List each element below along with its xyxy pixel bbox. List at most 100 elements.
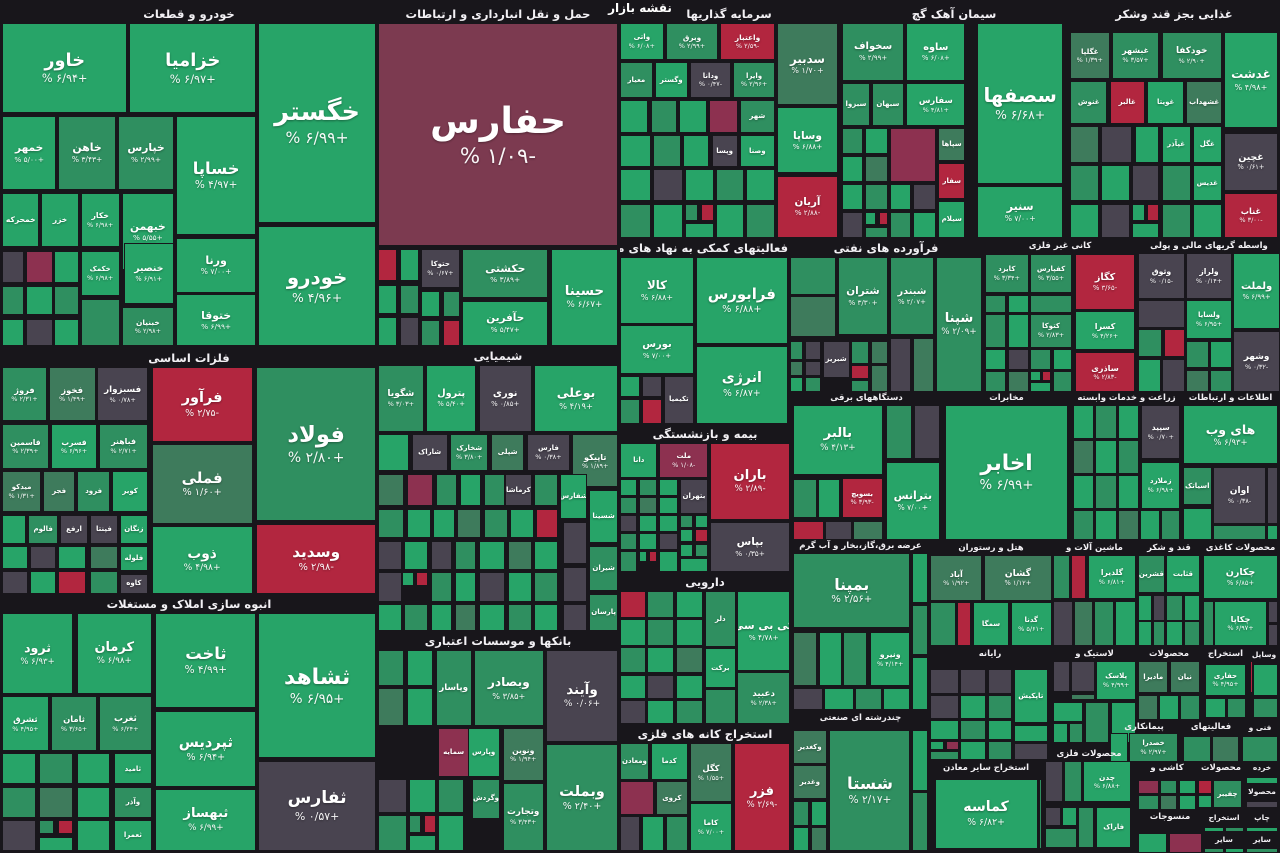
stock-tile-unlabeled[interactable] xyxy=(1159,694,1179,720)
stock-tile-غنوش[interactable]: غنوش xyxy=(1070,81,1108,125)
stock-tile-بسویچ[interactable]: بسویچ -۳/۹۳ % xyxy=(841,477,883,519)
stock-tile-unlabeled[interactable] xyxy=(478,540,506,570)
stock-tile-unlabeled[interactable] xyxy=(685,169,714,202)
stock-tile-unlabeled[interactable] xyxy=(58,546,87,570)
stock-tile-خودرو[interactable]: خودرو +۴/۹۶ % xyxy=(258,226,376,346)
stock-tile-unlabeled[interactable] xyxy=(442,291,460,317)
stock-tile-unlabeled[interactable] xyxy=(406,688,434,727)
stock-tile-unlabeled[interactable] xyxy=(54,250,79,283)
stock-tile-unlabeled[interactable] xyxy=(1138,780,1159,795)
stock-tile-unlabeled[interactable] xyxy=(1045,807,1061,827)
stock-tile-unlabeled[interactable] xyxy=(659,515,678,532)
stock-tile-unlabeled[interactable] xyxy=(620,646,646,674)
stock-tile-شهر[interactable]: شهر xyxy=(739,100,775,133)
stock-tile-unlabeled[interactable] xyxy=(1132,164,1160,202)
stock-tile-unlabeled[interactable] xyxy=(700,203,714,221)
stock-tile-شگویا[interactable]: شگویا +۳/۰۳ % xyxy=(378,365,424,432)
stock-tile-unlabeled[interactable] xyxy=(1140,510,1160,540)
stock-tile-unlabeled[interactable] xyxy=(638,479,658,496)
stock-tile-میدکو[interactable]: میدکو +۱/۳۱ % xyxy=(2,471,42,513)
stock-tile-unlabeled[interactable] xyxy=(26,250,53,283)
stock-tile-کسرا[interactable]: کسرا +۴/۲۶ % xyxy=(1075,311,1135,351)
stock-tile-unlabeled[interactable] xyxy=(1183,507,1212,540)
stock-tile-unlabeled[interactable] xyxy=(409,814,422,833)
stock-tile-unlabeled[interactable] xyxy=(1038,778,1042,850)
stock-tile-unlabeled[interactable] xyxy=(1007,371,1029,392)
stock-tile-unlabeled[interactable] xyxy=(676,646,704,674)
stock-tile-unlabeled[interactable] xyxy=(1165,621,1184,646)
stock-tile-های وب[interactable]: های وب +۶/۹۳ % xyxy=(1183,405,1278,465)
stock-tile-unlabeled[interactable] xyxy=(430,572,453,602)
stock-tile-unlabeled[interactable] xyxy=(378,249,398,282)
stock-tile-unlabeled[interactable] xyxy=(1165,595,1184,621)
stock-tile-unlabeled[interactable] xyxy=(1210,340,1232,369)
stock-tile-شستا[interactable]: شستا +۲/۱۷ % xyxy=(829,730,911,851)
stock-tile-فالوم[interactable]: فالوم xyxy=(28,514,59,545)
stock-tile-unlabeled[interactable] xyxy=(620,169,651,202)
stock-tile-unlabeled[interactable] xyxy=(715,203,745,238)
stock-tile-وبملت[interactable]: وبملت +۲/۴۰ % xyxy=(546,744,618,851)
stock-tile-unlabeled[interactable] xyxy=(853,521,883,540)
stock-tile-لپارس[interactable] xyxy=(1253,663,1278,697)
stock-tile-وصنا[interactable]: وصنا xyxy=(739,134,775,168)
stock-tile-unlabeled[interactable] xyxy=(985,314,1006,348)
stock-tile-unlabeled[interactable] xyxy=(457,508,482,538)
stock-tile-unlabeled[interactable] xyxy=(911,604,928,656)
stock-tile-unlabeled[interactable] xyxy=(647,591,675,618)
stock-tile-unlabeled[interactable] xyxy=(945,741,959,751)
stock-tile-unlabeled[interactable] xyxy=(1161,203,1191,238)
stock-tile-زملارد[interactable]: زملارد +۶/۹۸ % xyxy=(1141,461,1180,509)
stock-tile-unlabeled[interactable] xyxy=(54,318,79,346)
stock-tile-unlabeled[interactable] xyxy=(647,700,675,724)
stock-tile-فملی[interactable]: فملی +۱/۶۰ % xyxy=(151,444,253,524)
stock-tile-unlabeled[interactable] xyxy=(659,479,678,496)
stock-tile-unlabeled[interactable] xyxy=(1160,510,1180,540)
stock-tile-unlabeled[interactable] xyxy=(2,786,36,818)
stock-tile-unlabeled[interactable] xyxy=(1242,735,1278,762)
stock-tile-معیار[interactable]: معیار xyxy=(620,61,653,99)
stock-tile-ودانا[interactable]: ودانا -۰/۴۷ % xyxy=(689,61,732,99)
stock-tile-بترانس[interactable]: بترانس +۷/۰۰ % xyxy=(885,461,940,540)
stock-tile-خمهر[interactable]: خمهر +۵/۰۰ % xyxy=(2,115,57,190)
stock-tile-unlabeled[interactable] xyxy=(378,572,402,602)
stock-tile-unlabeled[interactable] xyxy=(985,371,1006,392)
stock-tile-چکاپا[interactable]: چکاپا +۶/۹۷ % xyxy=(1214,600,1267,646)
stock-tile-تاپکیش[interactable]: تاپکیش xyxy=(1014,668,1048,724)
stock-tile-unlabeled[interactable] xyxy=(810,827,827,851)
stock-tile-unlabeled[interactable] xyxy=(930,602,956,646)
stock-tile-unlabeled[interactable] xyxy=(709,100,738,133)
stock-tile-unlabeled[interactable] xyxy=(1138,358,1161,392)
stock-tile-فجر[interactable]: فجر xyxy=(43,471,75,513)
stock-tile-دلر[interactable]: دلر xyxy=(705,591,736,647)
stock-tile-unlabeled[interactable] xyxy=(870,340,888,364)
stock-tile-وسدید[interactable]: وسدید -۲/۹۸ % xyxy=(256,523,376,594)
stock-tile-unlabeled[interactable] xyxy=(885,405,913,459)
stock-tile-حآفرین[interactable]: حآفرین +۵/۴۷ % xyxy=(462,300,549,346)
stock-tile-unlabeled[interactable] xyxy=(1061,807,1077,827)
stock-tile-unlabeled[interactable] xyxy=(930,668,959,694)
stock-tile-ثامید[interactable]: ثامید xyxy=(114,753,152,785)
stock-tile-unlabeled[interactable] xyxy=(790,296,837,337)
stock-tile-unlabeled[interactable] xyxy=(1073,440,1095,474)
stock-tile-شبریز[interactable]: شبریز xyxy=(822,340,850,379)
stock-tile-unlabeled[interactable] xyxy=(1053,600,1073,646)
stock-tile-unlabeled[interactable] xyxy=(987,668,1012,694)
stock-tile-unlabeled[interactable] xyxy=(1266,525,1278,540)
stock-tile-unlabeled[interactable] xyxy=(1246,777,1278,784)
stock-tile-unlabeled[interactable] xyxy=(58,820,74,835)
stock-tile-unlabeled[interactable] xyxy=(889,338,911,392)
stock-tile-unlabeled[interactable] xyxy=(1078,807,1095,849)
stock-tile-کگاز[interactable]: کگاز -۳/۶۵ % xyxy=(1075,254,1135,310)
stock-tile-غپآذر[interactable]: غپآذر xyxy=(1161,126,1191,163)
stock-tile-ختوقا[interactable]: ختوقا +۶/۹۹ % xyxy=(175,294,257,346)
stock-tile-شسینا[interactable]: شسینا xyxy=(589,490,618,544)
stock-tile-unlabeled[interactable] xyxy=(1093,600,1115,646)
stock-tile-unlabeled[interactable] xyxy=(1138,621,1153,646)
stock-tile-شپترو[interactable] xyxy=(534,474,558,506)
stock-tile-فاراک[interactable]: فاراک xyxy=(1096,807,1132,849)
stock-tile-unlabeled[interactable] xyxy=(454,572,477,602)
stock-tile-unlabeled[interactable] xyxy=(890,184,911,211)
stock-tile-سخواف[interactable]: سخواف +۲/۹۹ % xyxy=(842,23,904,82)
stock-tile-unlabeled[interactable] xyxy=(1101,164,1131,202)
stock-tile-unlabeled[interactable] xyxy=(842,631,868,687)
